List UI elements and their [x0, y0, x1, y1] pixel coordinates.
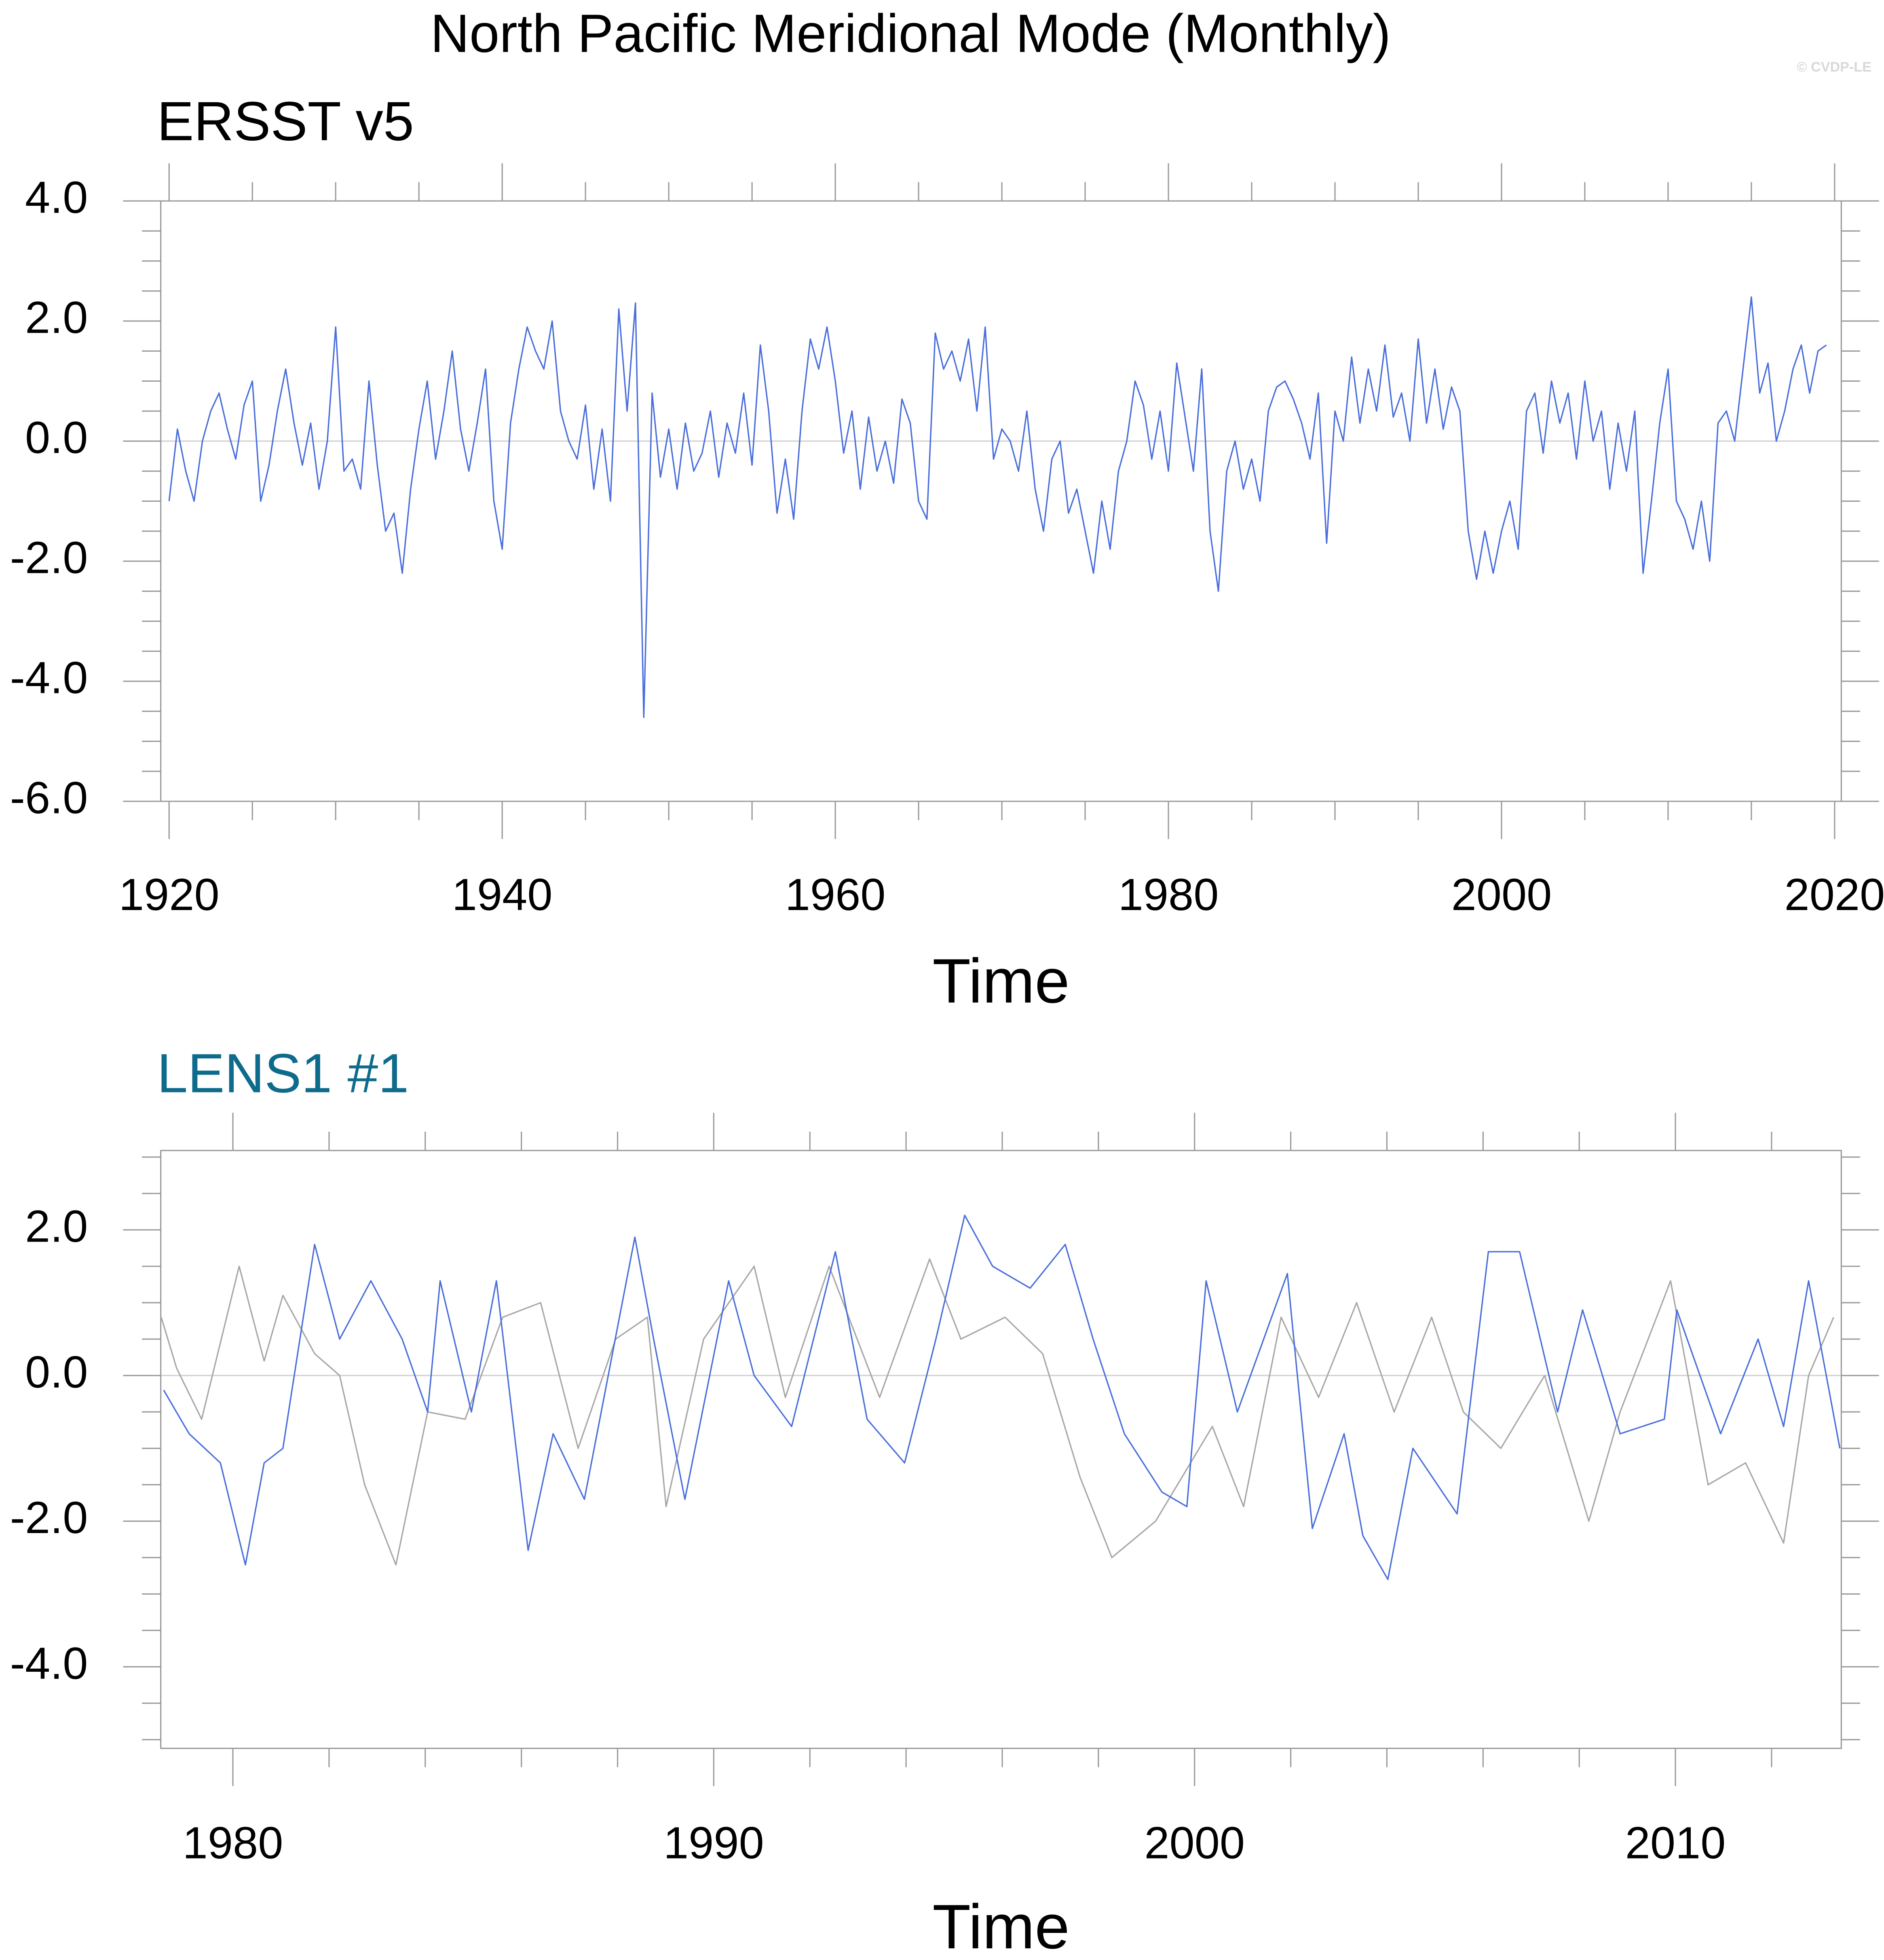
figure-title: North Pacific Meridional Mode (Monthly) [431, 4, 1391, 64]
plot-frame [160, 200, 1842, 802]
y-tick-label: -4.0 [10, 1638, 88, 1688]
x-tick-label: 2000 [1451, 869, 1552, 920]
x-tick-label: 2000 [1144, 1817, 1245, 1868]
x-tick-label: 1920 [119, 869, 220, 920]
x-tick-label: 1980 [183, 1817, 283, 1868]
x-tick-label: 1980 [1118, 869, 1219, 920]
chart-title: ERSST v5 [157, 90, 414, 152]
y-tick-label: 2.0 [25, 292, 88, 343]
y-tick-label: 4.0 [25, 172, 88, 223]
y-tick-label: -4.0 [10, 653, 88, 703]
series-line [168, 296, 1827, 718]
x-axis-label: Time [932, 946, 1069, 1016]
plot-frame [160, 1150, 1842, 1749]
credit: © CVDP-LE [1797, 59, 1871, 75]
y-tick-label: 0.0 [25, 1347, 88, 1397]
x-tick-label: 1940 [452, 869, 553, 920]
x-tick-label: 2010 [1625, 1817, 1726, 1868]
y-tick-label: 2.0 [25, 1201, 88, 1252]
y-tick-label: -6.0 [10, 773, 88, 823]
series-line [163, 1214, 1841, 1580]
x-tick-label: 1960 [785, 869, 886, 920]
x-axis-label: Time [932, 1891, 1069, 1960]
chart-title: LENS1 #1 [157, 1042, 409, 1104]
x-tick-label: 1990 [663, 1817, 764, 1868]
y-tick-label: -2.0 [10, 532, 88, 583]
y-tick-label: -2.0 [10, 1492, 88, 1543]
x-tick-label: 2020 [1785, 869, 1884, 920]
y-tick-label: 0.0 [25, 412, 88, 463]
